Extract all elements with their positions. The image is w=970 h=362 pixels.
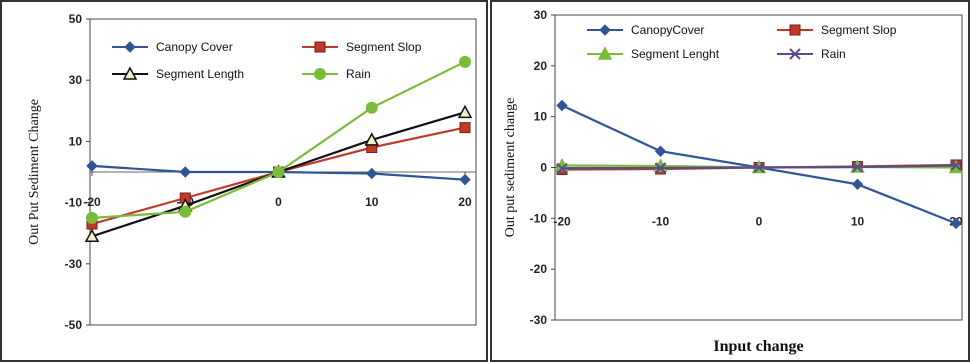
c2-series-rain-point [556, 162, 568, 175]
c1-legend-canopy-cover-label: Canopy Cover [156, 40, 233, 54]
c2-x-tick-label: 10 [851, 215, 865, 229]
c1-series-segment-slop-point [459, 122, 471, 134]
c1-series-canopy-cover-point [179, 166, 191, 178]
c1-y-tick-label: 10 [69, 134, 83, 148]
c2-y-tick-label: -30 [530, 313, 548, 327]
c2-series-canopycover-point [950, 217, 962, 230]
c1-series-rain-point [365, 101, 378, 114]
c2-series-canopycover-point [654, 145, 667, 157]
c2-series-canopycover-point [851, 178, 864, 190]
c2-y-tick-label: -10 [530, 211, 548, 225]
c1-x-tick-label: 20 [458, 195, 472, 209]
c1-legend-segment-slop-label: Segment Slop [346, 40, 422, 54]
c2-legend-canopycover-label: CanopyCover [631, 23, 704, 37]
c2-x-tick-label: -10 [652, 215, 670, 229]
c2-y-axis-title: Out put sediment change [503, 98, 518, 238]
c2-y-tick-label: 30 [534, 8, 548, 22]
c1-series-rain-point [272, 166, 285, 178]
c1-y-tick-label: 30 [69, 73, 83, 87]
c2-series-rain-point [851, 161, 864, 173]
c2-x-tick-label: 0 [756, 215, 763, 229]
c2-series-rain-point [654, 162, 667, 174]
c1-legend-rain-label: Rain [346, 67, 371, 81]
c1-x-tick-label: 0 [275, 195, 282, 209]
c1-legend-segment-length-swatch-marker [122, 66, 138, 80]
c1-y-tick-label: -30 [65, 257, 83, 271]
c2-series-rain-point [753, 161, 765, 174]
c2-legend-segment-lenght-label: Segment Lenght [631, 47, 720, 61]
c2-series-canopycover-point [556, 99, 568, 112]
c1-series-canopy-cover-point [366, 167, 378, 180]
c2-x-tick-label: -20 [553, 215, 571, 229]
c2-x-axis-title: Input change [713, 338, 803, 355]
c1-series-rain-point [86, 211, 98, 224]
c2-y-tick-label: 20 [534, 59, 548, 73]
c2-legend-segment-lenght-swatch-marker [597, 46, 613, 60]
c1-series-rain-point [459, 55, 471, 68]
c1-series-canopy-cover-point [459, 173, 471, 186]
c1-y-tick-label: -10 [65, 196, 83, 210]
c2-y-tick-label: -20 [530, 262, 548, 276]
chart-right: -30-20-100102030-20-1001020CanopyCoverSe… [503, 8, 964, 355]
c1-series-canopy-cover-point [86, 160, 98, 172]
c1-series-segment-length-point [364, 132, 380, 146]
c1-x-tick-label: -20 [83, 195, 101, 209]
c2-series-rain-point [950, 159, 962, 172]
c2-legend-rain-swatch-marker [789, 48, 801, 60]
c1-series-segment-length-point [457, 104, 473, 119]
c2-legend-rain-label: Rain [821, 47, 846, 61]
c1-y-tick-label: 50 [69, 12, 83, 26]
c1-legend-segment-length-label: Segment Length [156, 67, 244, 81]
c2-legend-canopycover-swatch-marker [599, 24, 611, 36]
c1-legend-segment-slop-swatch-marker [314, 41, 326, 53]
c1-y-tick-label: -50 [65, 318, 83, 332]
c2-y-tick-label: 0 [540, 161, 547, 175]
c1-series-segment-length-point [84, 228, 100, 243]
c1-y-axis-title: Out Put Sediment Change [27, 99, 42, 245]
c1-series-rain-point [179, 205, 192, 218]
c1-x-tick-label: 10 [365, 195, 379, 209]
c2-y-tick-label: 10 [534, 110, 548, 124]
c2-legend-segment-slop-label: Segment Slop [821, 23, 897, 37]
chart-panel-right: -30-20-100102030-20-1001020CanopyCoverSe… [490, 0, 970, 362]
c2-legend-segment-slop-swatch-marker [789, 24, 801, 36]
c1-legend-canopy-cover-swatch-marker [124, 41, 136, 53]
c1-legend-rain-swatch-marker [314, 68, 326, 80]
